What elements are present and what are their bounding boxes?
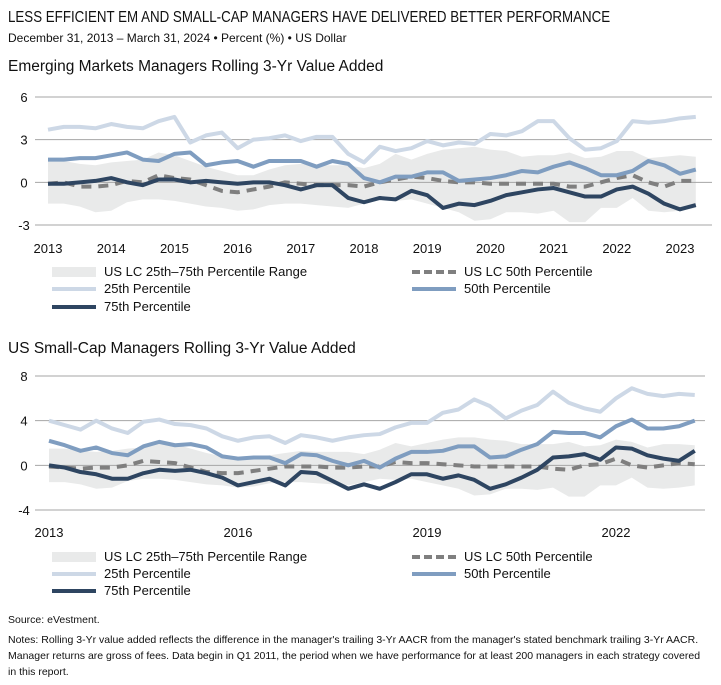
x-tick-label: 2015: [160, 241, 189, 256]
source-note: Source: eVestment.: [8, 614, 100, 626]
y-tick-label: 6: [20, 90, 27, 105]
chart2-plot: 8 4 0 -4 2013 2016 2019 2022: [18, 369, 705, 540]
chart2-legend-p50: 50th Percentile: [412, 566, 551, 581]
legend-label: 25th Percentile: [104, 281, 191, 296]
chart1-legend-p75: 75th Percentile: [52, 299, 191, 314]
legend-swatch: [52, 588, 96, 593]
y-tick-label: 0: [20, 175, 27, 190]
chart2-legend-p75: 75th Percentile: [52, 583, 191, 598]
figure-title: LESS EFFICIENT EM AND SMALL-CAP MANAGERS…: [8, 9, 611, 26]
chart2-legend-p25: 25th Percentile: [52, 566, 191, 581]
x-tick-label: 2022: [602, 525, 631, 540]
legend-swatch: [52, 551, 96, 562]
x-tick-label: 2013: [34, 241, 63, 256]
x-tick-label: 2016: [224, 525, 253, 540]
y-tick-label: -3: [18, 218, 30, 233]
y-tick-label: 4: [20, 414, 27, 429]
legend-swatch: [52, 266, 96, 277]
legend-label: US LC 50th Percentile: [464, 264, 593, 279]
x-tick-label: 2021: [539, 241, 568, 256]
legend-swatch: [412, 269, 456, 274]
chart2-legend-band: US LC 25th–75th Percentile Range: [52, 549, 307, 564]
x-tick-label: 2014: [97, 241, 126, 256]
chart1-legend-band: US LC 25th–75th Percentile Range: [52, 264, 307, 279]
notes: Notes: Rolling 3-Yr value added reflects…: [8, 634, 701, 678]
series-line-median: [48, 456, 695, 476]
chart2-legend-median: US LC 50th Percentile: [412, 549, 593, 564]
y-tick-label: -4: [18, 503, 30, 518]
series-line-p50: [48, 150, 697, 185]
legend-label: US LC 25th–75th Percentile Range: [104, 264, 308, 279]
legend-swatch: [52, 571, 96, 576]
legend-label: 50th Percentile: [464, 281, 551, 296]
legend-label: 50th Percentile: [464, 566, 551, 581]
series-line-p75: [48, 176, 697, 212]
chart2-title: US Small-Cap Managers Rolling 3-Yr Value…: [8, 340, 356, 357]
chart1-plot: 6 3 0 -3 2013 2014 2015 2016 2017 2018 2019 2020 202…: [18, 90, 712, 256]
y-tick-label: 3: [20, 133, 27, 148]
series-line-p50: [48, 417, 696, 470]
x-tick-label: 2022: [602, 241, 631, 256]
series-line-p25: [47, 114, 696, 165]
x-tick-label: 2017: [286, 241, 315, 256]
legend-label: US LC 25th–75th Percentile Range: [104, 549, 308, 564]
legend-swatch: [52, 304, 96, 309]
chart1-title: Emerging Markets Managers Rolling 3-Yr V…: [8, 58, 384, 75]
x-tick-label: 2020: [476, 241, 505, 256]
figure-subtitle: December 31, 2013 – March 31, 2024 • Per…: [8, 31, 347, 45]
legend-swatch: [412, 286, 456, 291]
legend-label: 25th Percentile: [104, 566, 191, 581]
legend-swatch: [412, 571, 456, 576]
x-tick-label: 2019: [413, 241, 442, 256]
legend-swatch: [412, 554, 456, 559]
chart1-legend-p50: 50th Percentile: [412, 281, 551, 296]
legend-swatch: [52, 286, 96, 291]
series-line-p25: [48, 386, 695, 445]
series-line-median: [47, 173, 696, 195]
legend-label: US LC 50th Percentile: [464, 549, 593, 564]
legend-label: 75th Percentile: [104, 299, 191, 314]
chart1-legend-p25: 25th Percentile: [52, 281, 191, 296]
x-tick-label: 2023: [666, 241, 695, 256]
y-tick-label: 8: [20, 369, 27, 384]
x-tick-label: 2018: [350, 241, 379, 256]
x-tick-label: 2019: [413, 525, 442, 540]
x-tick-label: 2013: [35, 525, 64, 540]
y-tick-label: 0: [20, 458, 27, 473]
legend-label: 75th Percentile: [104, 583, 191, 598]
series-line-p75: [48, 445, 696, 491]
chart1-legend-median: US LC 50th Percentile: [412, 264, 593, 279]
x-tick-label: 2016: [223, 241, 252, 256]
